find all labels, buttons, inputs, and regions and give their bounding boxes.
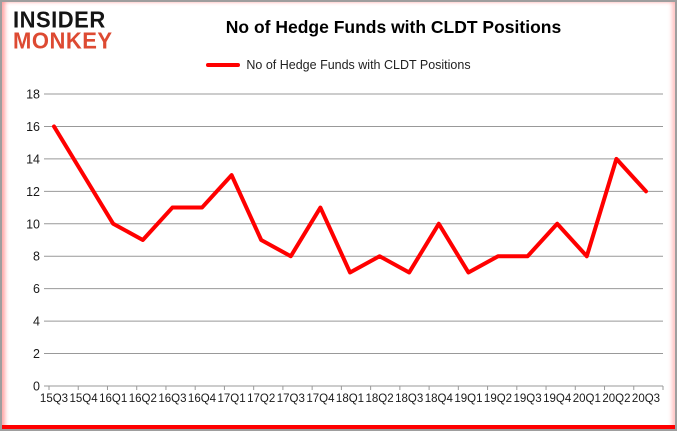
x-tick-label: 19Q3 [514, 393, 542, 405]
y-tick-label: 12 [26, 185, 40, 199]
x-tick-label: 18Q3 [395, 393, 423, 405]
x-tick-label: 20Q2 [602, 393, 630, 405]
x-tick-label: 17Q3 [277, 393, 305, 405]
x-tick-label: 16Q4 [188, 393, 217, 405]
x-tick-label: 16Q3 [158, 393, 186, 405]
y-tick-label: 16 [26, 120, 40, 134]
x-tick-label: 19Q4 [543, 393, 572, 405]
x-tick-label: 20Q3 [632, 393, 660, 405]
x-tick-label: 18Q4 [425, 393, 454, 405]
y-tick-label: 0 [33, 380, 40, 394]
y-tick-label: 2 [33, 347, 40, 361]
x-tick-label: 16Q2 [129, 393, 157, 405]
logo-line-monkey: MONKEY [13, 27, 113, 54]
logo-line-insider: INSIDER [13, 6, 106, 33]
y-tick-label: 4 [33, 315, 40, 329]
x-tick-label: 17Q1 [218, 393, 246, 405]
legend: No of Hedge Funds with CLDT Positions [2, 58, 675, 72]
y-tick-label: 6 [33, 282, 40, 296]
chart-title: No of Hedge Funds with CLDT Positions [225, 17, 562, 37]
x-tick-label: 17Q4 [306, 393, 335, 405]
legend-line-swatch [206, 63, 241, 67]
x-tick-label: 16Q1 [99, 393, 127, 405]
x-tick-label: 18Q2 [366, 393, 394, 405]
x-tick-label: 15Q3 [40, 393, 68, 405]
insider-monkey-logo: INSIDER MONKEY [13, 6, 113, 54]
x-tick-label: 15Q4 [70, 393, 99, 405]
x-tick-label: 19Q1 [454, 393, 482, 405]
series-line [52, 124, 648, 275]
y-tick-label: 10 [26, 217, 40, 231]
y-tick-label: 18 [26, 88, 40, 102]
legend-label: No of Hedge Funds with CLDT Positions [246, 58, 471, 72]
x-tick-label: 18Q1 [336, 393, 364, 405]
y-tick-label: 14 [26, 152, 40, 166]
x-tick-label: 19Q2 [484, 393, 512, 405]
x-tick-label: 17Q2 [247, 393, 275, 405]
plot-area: 0 2 4 6 8 10 12 14 16 18 15Q3 15Q4 16Q1 16Q2 16Q3 16Q4 1… [2, 80, 675, 428]
x-tick-label: 20Q1 [573, 393, 601, 405]
y-tick-label: 8 [33, 250, 40, 264]
